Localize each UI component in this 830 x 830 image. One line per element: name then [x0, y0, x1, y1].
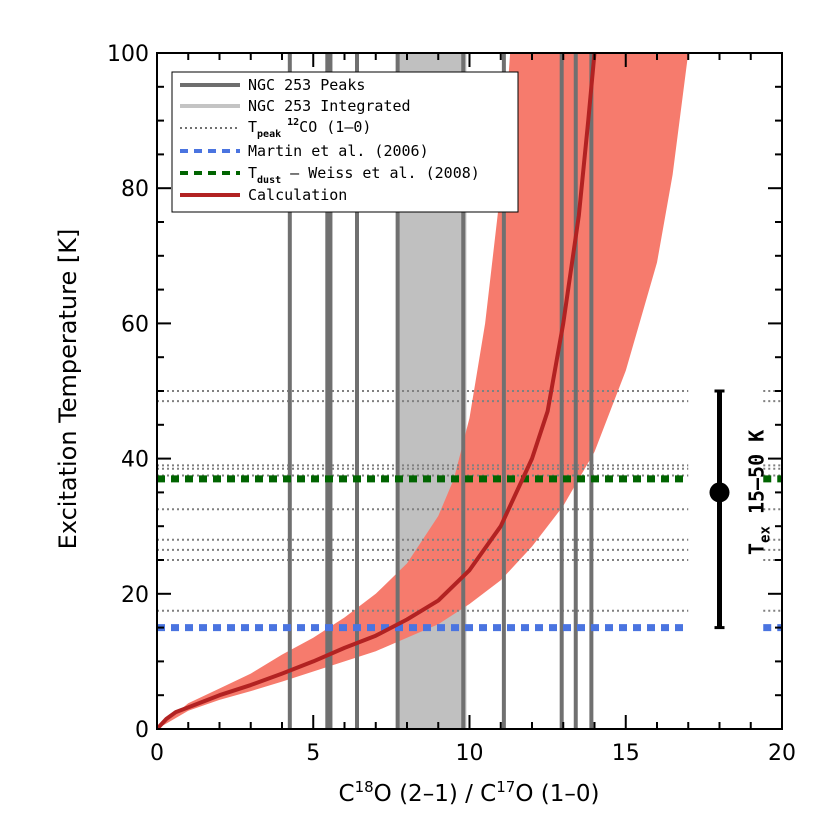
y-tick-label: 0 — [135, 718, 149, 743]
legend-label-integrated: NGC 253 Integrated — [248, 97, 411, 115]
calculation-curve — [157, 53, 597, 729]
calculation-band — [157, 53, 689, 729]
axes: 0 5 10 15 20 0 20 40 60 80 100 — [107, 42, 796, 766]
tex-label: Tex 15–50 K — [745, 430, 774, 555]
y-tick-label: 60 — [121, 312, 149, 337]
y-tick-label: 20 — [121, 583, 149, 608]
y-tick-label: 40 — [121, 448, 149, 473]
x-tick-label: 15 — [612, 741, 640, 766]
legend-box — [171, 71, 519, 213]
x-axis-label: C18O (2–1) / C17O (1–0) — [339, 778, 600, 807]
tex-range-bar: Tex 15–50 K — [709, 389, 774, 630]
x-tick-label: 0 — [150, 741, 164, 766]
x-tick-label: 10 — [456, 741, 484, 766]
x-tick-label: 20 — [768, 741, 796, 766]
y-tick-label: 80 — [121, 177, 149, 202]
tex-center-point — [709, 482, 730, 503]
x-tick-label: 5 — [306, 741, 320, 766]
legend-label-peaks: NGC 253 Peaks — [248, 76, 365, 94]
legend: NGC 253 Peaks NGC 253 Integrated Tpeak12… — [171, 71, 519, 213]
legend-label-martin: Martin et al. (2006) — [248, 142, 429, 160]
y-axis-label: Excitation Temperature [K] — [54, 229, 82, 550]
legend-label-tdust: Tdust – Weiss et al. (2008) — [248, 164, 480, 186]
calculation-line — [157, 53, 597, 729]
legend-label-calc: Calculation — [248, 186, 347, 204]
calculation-band-area — [157, 53, 689, 729]
legend-label-tpeak: Tpeak12CO (1–0) — [248, 117, 371, 140]
y-tick-label: 100 — [107, 42, 149, 67]
